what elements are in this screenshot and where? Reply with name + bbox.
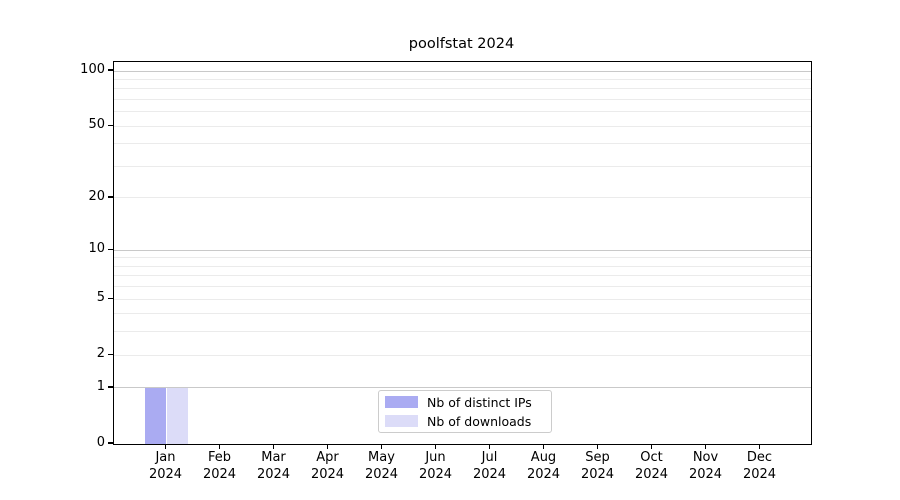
gridline-minor	[114, 331, 811, 333]
bar-distinct-ips	[144, 387, 167, 444]
x-tick-mark	[542, 444, 545, 449]
x-tick-mark	[434, 444, 437, 449]
y-tick-label: 50	[88, 117, 105, 133]
legend-label-downloads: Nb of downloads	[427, 413, 532, 429]
x-tick-label: Aug 2024	[526, 450, 561, 482]
y-tick-label: 5	[96, 290, 105, 306]
gridline-minor	[114, 125, 811, 127]
legend-item-downloads: Nb of downloads	[385, 414, 551, 429]
x-tick-label: Jul 2024	[472, 450, 507, 482]
y-tick-mark	[108, 297, 113, 299]
bar-downloads	[166, 387, 189, 444]
y-tick-mark	[108, 386, 113, 388]
x-tick-label: Dec 2024	[742, 450, 777, 482]
gridline-major	[114, 249, 811, 251]
x-tick-mark	[758, 444, 761, 449]
y-tick-mark	[108, 124, 113, 126]
gridline-minor	[114, 197, 811, 199]
gridline-minor	[114, 166, 811, 167]
gridline-minor	[114, 275, 811, 277]
x-tick-label: Jan 2024	[148, 450, 183, 482]
gridline-minor	[114, 78, 811, 80]
y-tick-label: 100	[80, 62, 105, 78]
gridline-minor	[114, 111, 811, 113]
x-tick-label: Sep 2024	[580, 450, 615, 482]
x-tick-label: Jun 2024	[418, 450, 453, 482]
x-tick-mark	[488, 444, 491, 449]
x-tick-mark	[164, 444, 167, 449]
x-tick-mark	[326, 444, 329, 449]
legend-label-distinct-ips: Nb of distinct IPs	[427, 394, 532, 410]
y-tick-mark	[108, 69, 113, 71]
x-tick-label: Mar 2024	[256, 450, 291, 482]
legend-swatch-downloads	[385, 415, 418, 427]
y-tick-mark	[108, 442, 113, 444]
y-tick-label: 1	[96, 378, 105, 394]
gridline-minor	[114, 265, 811, 267]
x-tick-mark	[704, 444, 707, 449]
y-tick-label: 20	[88, 188, 105, 204]
gridline-minor	[114, 257, 811, 259]
x-tick-label: May 2024	[364, 450, 399, 482]
x-tick-mark	[218, 444, 221, 449]
gridline-minor	[114, 99, 811, 101]
x-tick-label: Oct 2024	[634, 450, 669, 482]
y-tick-label: 0	[96, 435, 105, 450]
gridline-minor	[114, 354, 811, 356]
y-tick-mark	[108, 196, 113, 198]
gridline-minor	[114, 298, 811, 300]
y-tick-mark	[108, 353, 113, 355]
x-tick-mark	[650, 444, 653, 449]
legend-swatch-distinct-ips	[385, 396, 418, 408]
x-tick-mark	[272, 444, 275, 449]
y-tick-label: 10	[88, 241, 105, 257]
chart-title: poolfstat 2024	[408, 36, 515, 52]
legend: Nb of distinct IPs Nb of downloads	[378, 390, 552, 433]
gridline-minor	[114, 88, 811, 90]
gridline-minor	[114, 313, 811, 315]
gridline-major	[114, 387, 811, 389]
plot-area	[113, 61, 812, 445]
x-tick-label: Apr 2024	[310, 450, 345, 482]
y-tick-label: 2	[96, 346, 105, 362]
gridline-minor	[114, 286, 811, 288]
gridline-major	[114, 70, 811, 72]
x-tick-label: Nov 2024	[688, 450, 723, 482]
legend-item-distinct-ips: Nb of distinct IPs	[385, 395, 551, 410]
gridline-minor	[114, 143, 811, 145]
x-tick-mark	[380, 444, 383, 449]
x-tick-mark	[596, 444, 599, 449]
x-tick-label: Feb 2024	[202, 450, 237, 482]
y-tick-mark	[108, 248, 113, 250]
